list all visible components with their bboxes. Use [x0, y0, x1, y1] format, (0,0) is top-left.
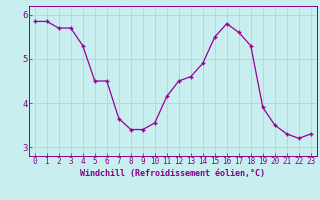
X-axis label: Windchill (Refroidissement éolien,°C): Windchill (Refroidissement éolien,°C): [80, 169, 265, 178]
